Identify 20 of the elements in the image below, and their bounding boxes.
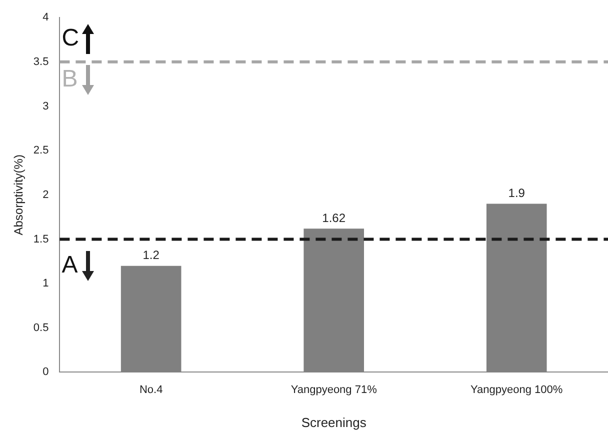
- annotation: B: [62, 65, 78, 92]
- data-label: 1.62: [322, 210, 346, 225]
- y-tick-label: 0.5: [33, 322, 49, 334]
- y-tick-label: 4: [42, 12, 49, 24]
- annotation: A: [62, 251, 78, 278]
- y-tick-label: 0: [42, 366, 49, 378]
- y-tick-label: 3.5: [33, 56, 49, 68]
- data-label: 1.2: [142, 248, 160, 262]
- y-tick-label: 2: [42, 188, 49, 201]
- annotation: C: [62, 24, 80, 52]
- data-label: 1.9: [508, 186, 526, 200]
- x-tick-label: No.4: [139, 384, 163, 396]
- y-tick-label: 1.5: [33, 233, 49, 246]
- y-axis-title: Absorptivity(%): [12, 154, 26, 236]
- y-tick-label: 3: [42, 100, 49, 112]
- x-tick-label: Yangpyeong 71%: [290, 384, 378, 396]
- x-tick-label: Yangpyeong 100%: [470, 384, 563, 396]
- x-axis-title: Screenings: [301, 414, 367, 430]
- y-tick-label: 2.5: [33, 144, 49, 157]
- y-tick-label: 1: [42, 278, 49, 290]
